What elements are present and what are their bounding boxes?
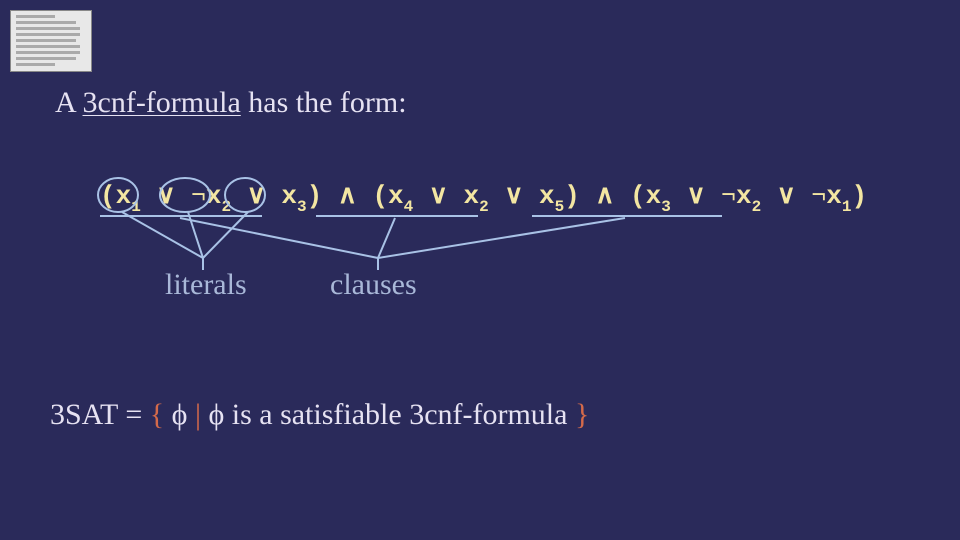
heading-prefix: A: [55, 86, 83, 119]
slide: A 3cnf-formula has the form: (x1 ∨ ¬x2 ∨…: [0, 0, 960, 540]
literal-connector: [122, 212, 203, 258]
literal-connector: [203, 212, 248, 258]
heading-suffix: has the form:: [241, 86, 407, 119]
heading: A 3cnf-formula has the form:: [55, 86, 407, 120]
clause-connector: [378, 218, 395, 258]
close-brace-icon: }: [575, 398, 589, 431]
literals-label: literals: [165, 268, 247, 302]
thumb-line: [16, 33, 80, 36]
satdef-name: 3SAT: [50, 398, 118, 431]
thumb-line: [16, 39, 76, 42]
clause-connector: [180, 218, 378, 258]
thumb-line: [16, 27, 80, 30]
thumb-line: [16, 15, 55, 18]
top-left-thumbnail: [10, 10, 92, 72]
thumb-line: [16, 51, 80, 54]
threesat-definition: 3SAT = { ϕ | ϕ is a satisfiable 3cnf-for…: [50, 398, 589, 432]
thumb-line: [16, 45, 80, 48]
annotation-overlay: [0, 0, 960, 540]
satdef-text: ϕ is a satisfiable 3cnf-formula: [201, 398, 575, 431]
thumb-line: [16, 57, 76, 60]
satdef-eq: =: [118, 398, 150, 431]
literal-connector: [188, 212, 203, 258]
phi-left: ϕ: [164, 398, 195, 431]
thumb-line: [16, 63, 55, 66]
open-brace-icon: {: [150, 398, 164, 431]
cnf-formula: (x1 ∨ ¬x2 ∨ x3) ∧ (x4 ∨ x2 ∨ x5) ∧ (x3 ∨…: [100, 180, 867, 214]
thumb-line: [16, 21, 76, 24]
clauses-label: clauses: [330, 268, 417, 302]
heading-term: 3cnf-formula: [83, 86, 241, 119]
clause-connector: [378, 218, 625, 258]
